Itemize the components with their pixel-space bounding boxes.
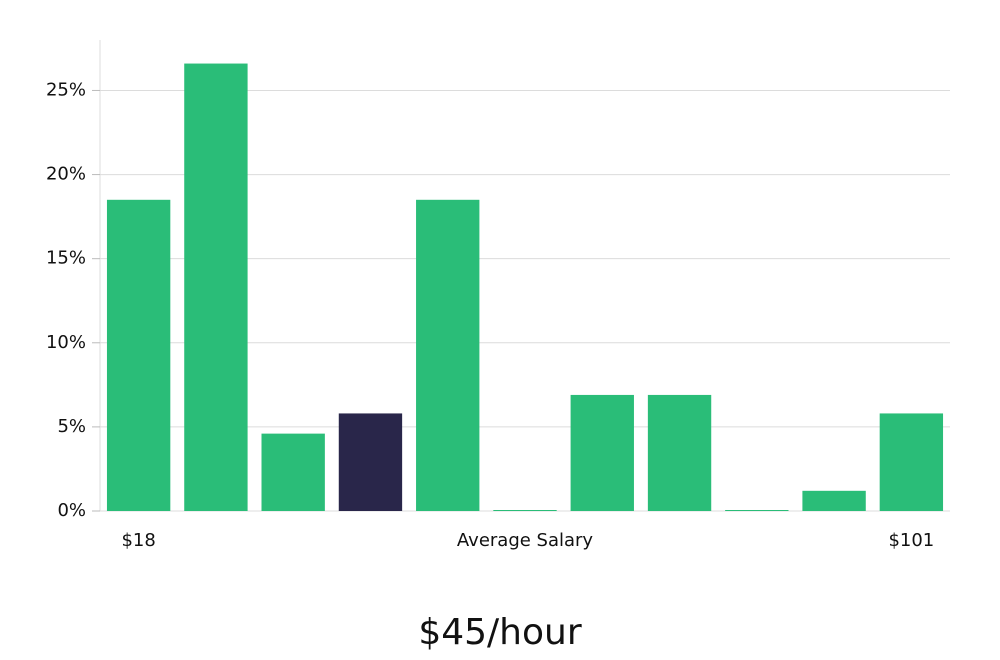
y-tick-label: 5% xyxy=(57,416,86,437)
bar xyxy=(647,394,712,511)
y-tick-label: 25% xyxy=(46,79,86,100)
bar xyxy=(879,413,944,511)
y-tick-label: 10% xyxy=(46,332,86,353)
bar xyxy=(570,394,634,511)
bar xyxy=(261,433,325,511)
x-axis-label: Average Salary xyxy=(457,530,594,551)
bar xyxy=(725,510,789,511)
bar xyxy=(184,63,248,512)
x-tick-label: $18 xyxy=(121,530,155,551)
x-tick-label: $101 xyxy=(888,530,934,551)
y-tick-label: 15% xyxy=(46,248,86,269)
bar xyxy=(493,510,557,511)
y-tick-label: 0% xyxy=(57,500,86,521)
y-tick-label: 20% xyxy=(46,164,86,185)
bar xyxy=(416,199,480,511)
bar xyxy=(802,490,866,511)
annotation: $45/hour xyxy=(418,612,582,653)
bar xyxy=(106,199,171,511)
bar xyxy=(338,413,403,511)
